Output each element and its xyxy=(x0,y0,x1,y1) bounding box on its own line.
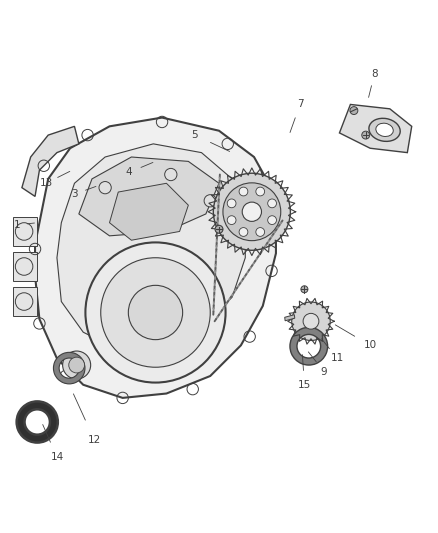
Polygon shape xyxy=(22,126,79,197)
Ellipse shape xyxy=(376,123,393,136)
Circle shape xyxy=(101,258,210,367)
Text: 3: 3 xyxy=(71,189,78,199)
Circle shape xyxy=(268,216,276,224)
Polygon shape xyxy=(13,252,37,281)
Text: 1: 1 xyxy=(14,220,21,230)
Polygon shape xyxy=(57,144,245,350)
Circle shape xyxy=(85,243,226,383)
Text: 5: 5 xyxy=(191,130,198,140)
Circle shape xyxy=(215,225,223,233)
Polygon shape xyxy=(339,104,412,152)
Circle shape xyxy=(227,216,236,224)
Polygon shape xyxy=(35,118,276,398)
Text: 14: 14 xyxy=(50,452,64,462)
Ellipse shape xyxy=(369,118,400,141)
Circle shape xyxy=(227,199,236,208)
Circle shape xyxy=(256,228,265,236)
Polygon shape xyxy=(110,183,188,240)
Text: 15: 15 xyxy=(298,379,311,390)
Circle shape xyxy=(303,313,319,329)
Polygon shape xyxy=(285,314,295,321)
Circle shape xyxy=(165,168,177,181)
Text: 9: 9 xyxy=(321,367,328,377)
Circle shape xyxy=(128,285,183,340)
Text: 13: 13 xyxy=(39,178,53,188)
Text: 11: 11 xyxy=(331,353,344,364)
Text: 7: 7 xyxy=(297,100,304,109)
Circle shape xyxy=(242,202,261,221)
Circle shape xyxy=(292,302,330,341)
Circle shape xyxy=(256,187,265,196)
Circle shape xyxy=(69,357,85,373)
Circle shape xyxy=(99,182,111,194)
Polygon shape xyxy=(79,157,219,236)
Text: 10: 10 xyxy=(364,341,377,350)
Text: 12: 12 xyxy=(88,434,101,445)
Wedge shape xyxy=(290,327,328,365)
Circle shape xyxy=(223,183,281,241)
Circle shape xyxy=(63,351,91,379)
Wedge shape xyxy=(53,352,85,384)
Circle shape xyxy=(268,199,276,208)
Circle shape xyxy=(301,286,308,293)
Text: 4: 4 xyxy=(126,167,133,177)
Circle shape xyxy=(362,131,370,139)
Circle shape xyxy=(350,107,358,115)
Polygon shape xyxy=(13,217,37,246)
Wedge shape xyxy=(17,401,58,442)
Circle shape xyxy=(204,195,216,207)
Text: 8: 8 xyxy=(371,69,378,79)
Circle shape xyxy=(239,228,248,236)
Circle shape xyxy=(239,187,248,196)
Circle shape xyxy=(213,173,290,251)
Polygon shape xyxy=(13,287,37,316)
